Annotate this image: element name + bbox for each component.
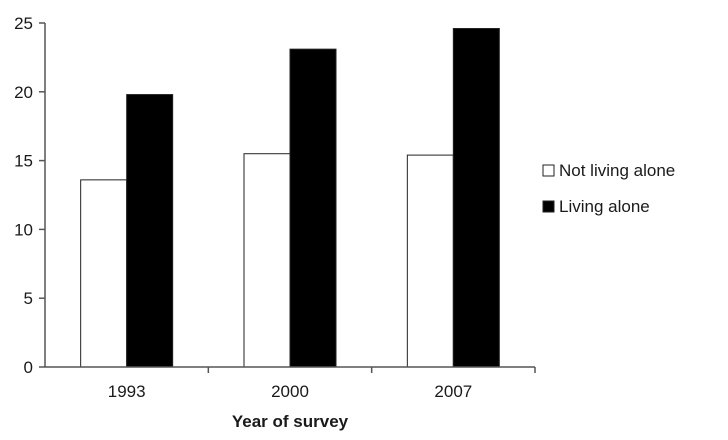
x-axis-ticks: 1993 2000 2007: [108, 367, 536, 401]
legend-swatch-not-living-alone: [542, 164, 555, 177]
legend-label-not-living-alone: Not living alone: [559, 161, 675, 180]
bar-living-alone-1993: [126, 94, 174, 368]
bars-group: [80, 28, 500, 368]
y-tick-label: 0: [24, 358, 33, 377]
bar-not-living-alone-1993: [80, 179, 128, 368]
x-tick-label: 2000: [271, 382, 309, 401]
legend-label-living-alone: Living alone: [559, 197, 650, 216]
y-tick-label: 25: [14, 14, 33, 33]
x-axis-title: Year of survey: [232, 412, 349, 431]
y-axis-ticks: 0 5 10 15 20 25: [14, 14, 45, 377]
bar-living-alone-2000: [289, 48, 337, 368]
bar-not-living-alone-2007: [406, 154, 454, 368]
y-tick-label: 20: [14, 83, 33, 102]
y-tick-label: 5: [24, 289, 33, 308]
bar-living-alone-2007: [452, 28, 500, 368]
y-tick-label: 15: [14, 152, 33, 171]
x-tick-label: 1993: [108, 382, 146, 401]
legend-swatch-living-alone: [542, 200, 555, 213]
x-tick-label: 2007: [434, 382, 472, 401]
legend: Not living alone Living alone: [542, 161, 675, 216]
bar-not-living-alone-2000: [243, 153, 291, 368]
y-tick-label: 10: [14, 220, 33, 239]
